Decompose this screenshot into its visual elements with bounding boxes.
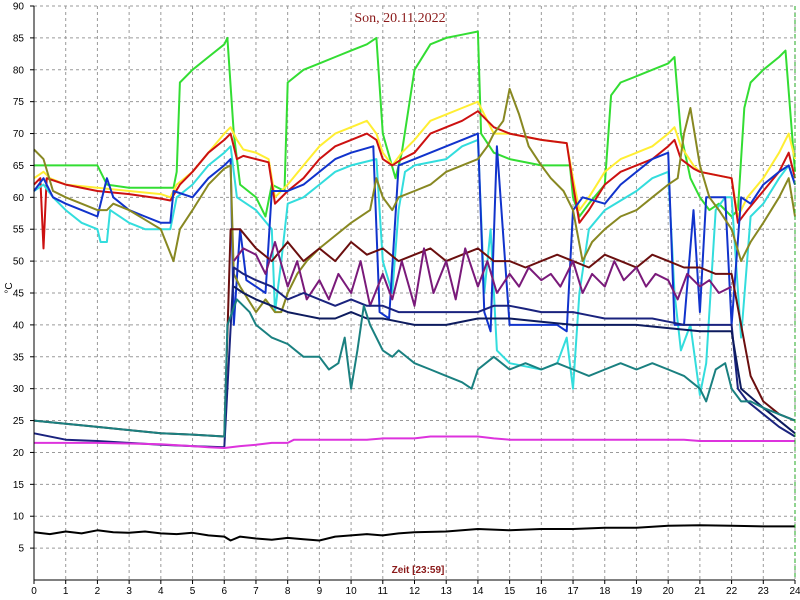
- series-line-13: [33, 524, 795, 542]
- x-tick-label: 15: [504, 586, 516, 597]
- y-tick-label: 10: [13, 512, 25, 523]
- series-group: [33, 30, 796, 542]
- y-tick-label: 65: [13, 161, 25, 172]
- x-tick-label: 18: [599, 586, 611, 597]
- x-tick-label: 5: [190, 586, 196, 597]
- y-tick-label: 70: [13, 129, 25, 140]
- y-tick-label: 85: [13, 33, 25, 44]
- x-tick-label: 22: [726, 586, 738, 597]
- y-tick-label: 15: [13, 480, 25, 491]
- x-tick-label: 4: [158, 586, 164, 597]
- series-line-7: [33, 228, 796, 438]
- y-tick-label: 60: [13, 193, 25, 204]
- series-line-12: [34, 435, 795, 449]
- x-tick-label: 17: [567, 586, 579, 597]
- y-tick-label: 90: [13, 2, 25, 13]
- x-tick-label: 9: [317, 586, 323, 597]
- x-tick-label: 3: [126, 586, 132, 597]
- series-line-6: [33, 87, 796, 314]
- x-tick-label: 12: [409, 586, 421, 597]
- x-tick-label: 23: [758, 586, 770, 597]
- y-tick-label: 55: [13, 225, 25, 236]
- series-line-1: [34, 30, 796, 218]
- y-tick-label: 20: [13, 448, 25, 459]
- y-axis-label: °C: [4, 282, 15, 293]
- y-tick-label: 30: [13, 384, 25, 395]
- tick-labels: 0 1 2 3 4 5 6 7 8 9 10 11 12 13 14 15 16 17 18 19 20 21 22 23 24…: [13, 2, 800, 598]
- x-tick-label: 2: [95, 586, 101, 597]
- x-tick-label: 20: [663, 586, 675, 597]
- series-line-10: [233, 285, 796, 435]
- x-tick-label: 6: [221, 586, 227, 597]
- x-tick-label: 7: [253, 586, 259, 597]
- y-tick-label: 5: [18, 544, 24, 555]
- x-tick-label: 14: [472, 586, 484, 597]
- x-tick-label: 1: [63, 586, 69, 597]
- x-tick-label: 8: [285, 586, 291, 597]
- series-line-3: [33, 110, 796, 250]
- x-tick-label: 16: [536, 586, 548, 597]
- axes: [30, 5, 796, 584]
- series-line-8: [232, 241, 733, 307]
- x-tick-label: 0: [31, 586, 37, 597]
- y-tick-label: 40: [13, 320, 25, 331]
- x-axis-label: Zeit [23:59]: [392, 565, 445, 576]
- x-tick-label: 11: [378, 586, 389, 597]
- y-tick-label: 45: [13, 289, 25, 300]
- y-tick-label: 35: [13, 352, 25, 363]
- y-tick-label: 25: [13, 416, 25, 427]
- series-line-4: [33, 138, 796, 396]
- x-tick-label: 13: [441, 586, 453, 597]
- x-tick-label: 10: [346, 586, 358, 597]
- series-line-5: [33, 132, 796, 333]
- y-tick-label: 50: [13, 257, 25, 268]
- y-tick-label: 75: [13, 97, 25, 108]
- series-line-9: [33, 266, 796, 449]
- series-line-11: [33, 298, 796, 438]
- y-tick-label: 80: [13, 65, 25, 76]
- x-tick-label: 24: [789, 586, 800, 597]
- chart-title: Son, 20.11.2022: [354, 11, 445, 26]
- x-tick-label: 19: [631, 586, 643, 597]
- x-tick-label: 21: [694, 586, 706, 597]
